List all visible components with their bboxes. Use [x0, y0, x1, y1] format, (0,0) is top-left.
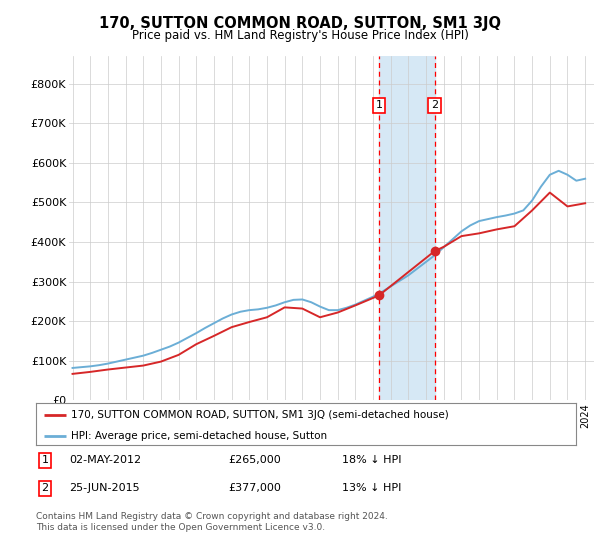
Text: 25-JUN-2015: 25-JUN-2015: [69, 483, 140, 493]
Text: 2: 2: [431, 100, 438, 110]
Text: Contains HM Land Registry data © Crown copyright and database right 2024.
This d: Contains HM Land Registry data © Crown c…: [36, 512, 388, 532]
Text: 2: 2: [41, 483, 49, 493]
Text: HPI: Average price, semi-detached house, Sutton: HPI: Average price, semi-detached house,…: [71, 431, 327, 441]
Bar: [379, 56, 434, 400]
Text: 02-MAY-2012: 02-MAY-2012: [69, 455, 141, 465]
Text: £265,000: £265,000: [228, 455, 281, 465]
Text: Price paid vs. HM Land Registry's House Price Index (HPI): Price paid vs. HM Land Registry's House …: [131, 29, 469, 42]
Text: £377,000: £377,000: [228, 483, 281, 493]
Text: 170, SUTTON COMMON ROAD, SUTTON, SM1 3JQ: 170, SUTTON COMMON ROAD, SUTTON, SM1 3JQ: [99, 16, 501, 31]
Text: 13% ↓ HPI: 13% ↓ HPI: [342, 483, 401, 493]
Text: 18% ↓ HPI: 18% ↓ HPI: [342, 455, 401, 465]
Text: 1: 1: [376, 100, 382, 110]
Text: 1: 1: [41, 455, 49, 465]
Text: 170, SUTTON COMMON ROAD, SUTTON, SM1 3JQ (semi-detached house): 170, SUTTON COMMON ROAD, SUTTON, SM1 3JQ…: [71, 409, 449, 419]
